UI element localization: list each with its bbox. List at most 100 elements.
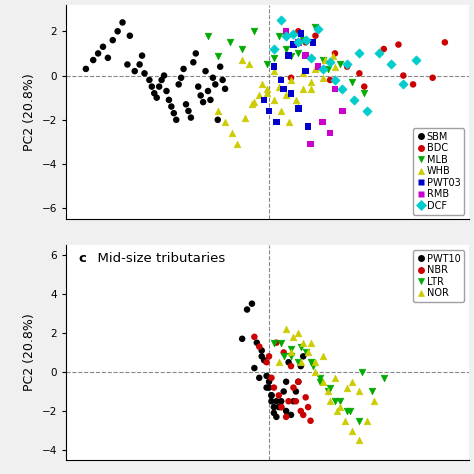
Point <box>283 325 290 333</box>
Point <box>343 407 351 415</box>
Point <box>343 63 351 71</box>
Point <box>255 374 263 382</box>
Point <box>114 27 121 35</box>
Point <box>153 94 161 101</box>
Point <box>326 58 334 66</box>
Point <box>290 30 297 37</box>
Point <box>273 118 280 126</box>
Point <box>341 417 348 425</box>
Point <box>204 87 212 95</box>
Point <box>124 61 131 68</box>
Point <box>329 52 337 59</box>
Point <box>290 41 297 48</box>
Point <box>277 403 285 411</box>
Point <box>155 83 163 91</box>
Point <box>302 52 310 59</box>
Point <box>294 103 302 110</box>
Point <box>292 96 300 104</box>
Point <box>311 23 319 31</box>
Point <box>285 52 292 59</box>
Point <box>273 339 280 346</box>
Point <box>360 83 368 91</box>
Point <box>199 98 207 106</box>
Point <box>265 107 273 115</box>
Text: c: c <box>78 252 86 264</box>
Point <box>351 96 358 104</box>
Point <box>263 372 270 380</box>
Point <box>326 398 334 405</box>
Point <box>297 362 305 370</box>
Point <box>300 339 307 346</box>
Point <box>190 58 197 66</box>
Point <box>283 91 290 99</box>
Point <box>331 398 339 405</box>
Point <box>287 345 295 352</box>
Point <box>177 74 185 82</box>
Point <box>226 38 234 46</box>
Point <box>287 90 295 97</box>
Point <box>265 353 273 360</box>
Point <box>217 63 224 71</box>
Y-axis label: PC2 (20.8%): PC2 (20.8%) <box>23 73 36 151</box>
Point <box>387 61 395 68</box>
Y-axis label: PC2 (20.8%): PC2 (20.8%) <box>23 314 36 392</box>
Point <box>287 362 295 370</box>
Point <box>170 109 178 117</box>
Point <box>283 32 290 39</box>
Point <box>331 63 339 71</box>
Point <box>255 91 263 99</box>
Point <box>292 398 300 405</box>
Point <box>294 38 302 46</box>
Point <box>324 388 331 395</box>
Point <box>180 65 187 73</box>
Point <box>280 85 287 92</box>
Point <box>251 27 258 35</box>
Point <box>441 38 448 46</box>
Point <box>150 90 158 97</box>
Point <box>263 90 270 97</box>
Point <box>258 346 265 354</box>
Point <box>304 349 312 356</box>
Point <box>280 388 287 395</box>
Point <box>412 56 419 64</box>
Point <box>241 114 248 121</box>
Point <box>277 339 285 346</box>
Point <box>356 388 363 395</box>
Point <box>82 65 90 73</box>
Point <box>109 36 117 44</box>
Text: Mid-size tributaries: Mid-size tributaries <box>89 252 225 264</box>
Point <box>90 56 97 64</box>
Point <box>173 116 180 124</box>
Point <box>348 378 356 385</box>
Point <box>370 398 378 405</box>
Point <box>228 129 236 137</box>
Point <box>277 17 285 24</box>
Point <box>331 85 339 92</box>
Point <box>270 45 278 53</box>
Point <box>263 384 270 392</box>
Point <box>268 398 275 405</box>
Point <box>277 398 285 405</box>
Point <box>311 32 319 39</box>
Point <box>360 90 368 97</box>
Point <box>258 353 265 360</box>
Point <box>238 45 246 53</box>
Point <box>287 353 295 360</box>
Point <box>283 407 290 415</box>
Point <box>136 61 144 68</box>
Point <box>338 107 346 115</box>
Point <box>94 50 102 57</box>
Point <box>400 72 407 79</box>
Point <box>192 50 200 57</box>
Point <box>285 118 292 126</box>
Point <box>356 437 363 444</box>
Point <box>348 427 356 434</box>
Point <box>294 50 302 57</box>
Point <box>270 384 278 392</box>
Point <box>294 329 302 337</box>
Point <box>324 65 331 73</box>
Point <box>368 388 375 395</box>
Point <box>331 50 339 57</box>
Point <box>283 378 290 385</box>
Point <box>263 61 270 68</box>
